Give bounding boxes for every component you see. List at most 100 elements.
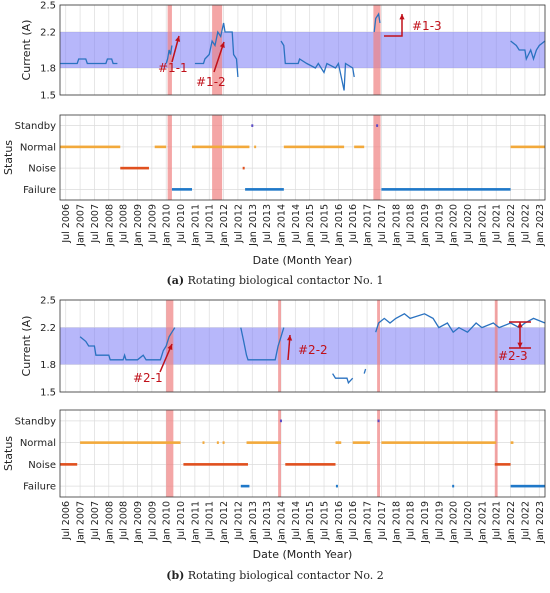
y-tick-label: 1.5: [40, 91, 56, 102]
plot-frame: [59, 409, 546, 498]
x-tick-label: Jan 2014: [276, 204, 287, 247]
status-segment: [251, 124, 254, 127]
x-tick-label: Jul 2022: [520, 204, 531, 244]
x-tick-label: Jul 2008: [119, 501, 130, 541]
y-tick-label: Failure: [23, 482, 56, 493]
x-tick-label: Jul 2010: [176, 204, 187, 244]
highlight-band: [167, 115, 172, 200]
x-axis-label: Date (Month Year): [253, 254, 353, 267]
y-tick-label: Noise: [28, 460, 56, 471]
arrow-head: [517, 322, 523, 328]
highlight-band: [494, 410, 498, 497]
caption: (a) Rotating biological contactor No. 1: [167, 274, 384, 287]
y-axis-label: Status: [2, 140, 15, 175]
x-tick-label: Jan 2012: [219, 501, 230, 544]
status-segment: [222, 441, 225, 444]
status-segment: [154, 145, 167, 149]
arrow-head: [175, 36, 181, 42]
x-tick-label: Jan 2017: [363, 501, 374, 544]
x-tick-label: Jul 2009: [147, 501, 158, 541]
status-segment: [354, 145, 365, 149]
arrow-head: [517, 342, 523, 348]
status-segment: [283, 145, 345, 149]
x-tick-label: Jul 2014: [291, 204, 302, 244]
highlight-band: [373, 5, 381, 95]
x-tick-label: Jan 2021: [477, 204, 488, 247]
x-tick-label: Jan 2018: [391, 501, 402, 544]
x-tick-label: Jan 2022: [506, 501, 517, 544]
status-segment: [376, 124, 379, 127]
x-tick-label: Jan 2016: [334, 501, 345, 544]
x-tick-label: Jan 2013: [248, 501, 259, 544]
plot-frame: [59, 114, 546, 201]
annotation: #2-2: [298, 343, 328, 357]
x-tick-label: Jul 2007: [90, 501, 101, 541]
x-tick-label: Jan 2008: [104, 204, 115, 247]
x-tick-label: Jul 2018: [406, 204, 417, 244]
status-segment: [242, 166, 245, 170]
x-tick-label: Jan 2020: [449, 204, 460, 247]
x-tick-label: Jul 2016: [348, 204, 359, 244]
status-segment: [202, 441, 205, 444]
x-tick-label: Jul 2013: [262, 204, 273, 244]
x-tick-label: Jul 2008: [119, 204, 130, 244]
x-tick-label: Jan 2020: [449, 501, 460, 544]
plot-area: [60, 115, 545, 200]
plot-frame: [59, 299, 546, 393]
y-tick-label: Normal: [20, 142, 56, 153]
status-segment: [183, 463, 248, 466]
y-tick-label: Failure: [23, 185, 56, 196]
x-tick-label: Jan 2014: [276, 501, 287, 544]
highlight-band: [278, 410, 281, 497]
y-tick-label: 2.5: [40, 296, 56, 307]
status-segment: [452, 484, 455, 488]
x-tick-label: Jan 2007: [76, 204, 87, 247]
highlight-band: [278, 300, 281, 392]
status-segment: [171, 188, 193, 191]
current-line: [60, 12, 546, 91]
status-segment: [494, 463, 511, 466]
y-tick-label: 2.2: [40, 323, 56, 334]
x-tick-label: Jan 2007: [76, 501, 87, 544]
x-tick-label: Jul 2021: [492, 501, 503, 541]
caption: (b) Rotating biological contactor No. 2: [166, 569, 384, 582]
status-segment: [80, 441, 181, 444]
x-tick-label: Jan 2019: [420, 501, 431, 544]
x-axis-label: Date (Month Year): [253, 548, 353, 561]
status-segment: [510, 484, 545, 488]
y-tick-label: 1.8: [40, 360, 56, 371]
status-segment: [216, 441, 219, 444]
status-segment: [246, 441, 281, 444]
highlight-band: [377, 300, 380, 392]
x-tick-label: Jan 2015: [305, 501, 316, 544]
status-segment: [381, 441, 497, 444]
plot-area: [60, 410, 545, 497]
caption-label: (b): [166, 569, 184, 582]
status-segment: [120, 166, 149, 170]
x-tick-label: Jul 2019: [434, 204, 445, 244]
x-tick-label: Jul 2007: [90, 204, 101, 244]
status-segment: [381, 188, 511, 191]
annotation-arrow: [384, 14, 403, 37]
x-tick-label: Jan 2018: [391, 204, 402, 247]
x-tick-label: Jul 2018: [406, 501, 417, 541]
x-tick-label: Jul 2017: [377, 204, 388, 244]
highlight-band: [373, 115, 381, 200]
caption-label: (a): [167, 274, 185, 287]
x-tick-label: Jan 2010: [162, 204, 173, 247]
x-tick-label: Jul 2021: [492, 204, 503, 244]
x-tick-label: Jul 2012: [233, 204, 244, 244]
plot-frame: [59, 4, 546, 96]
annotation: #1-2: [196, 75, 226, 89]
y-axis-label: Status: [2, 436, 15, 471]
status-segment: [377, 419, 380, 423]
x-tick-label: Jul 2015: [320, 501, 331, 541]
arrow-head: [286, 335, 293, 341]
x-tick-label: Jul 2010: [176, 501, 187, 541]
y-tick-label: 2.2: [40, 28, 56, 39]
y-tick-label: Standby: [15, 121, 56, 132]
x-tick-label: Jan 2012: [219, 204, 230, 247]
y-tick-label: 1.5: [40, 388, 56, 399]
status-segment: [285, 463, 336, 466]
x-tick-label: Jul 2022: [520, 501, 531, 541]
